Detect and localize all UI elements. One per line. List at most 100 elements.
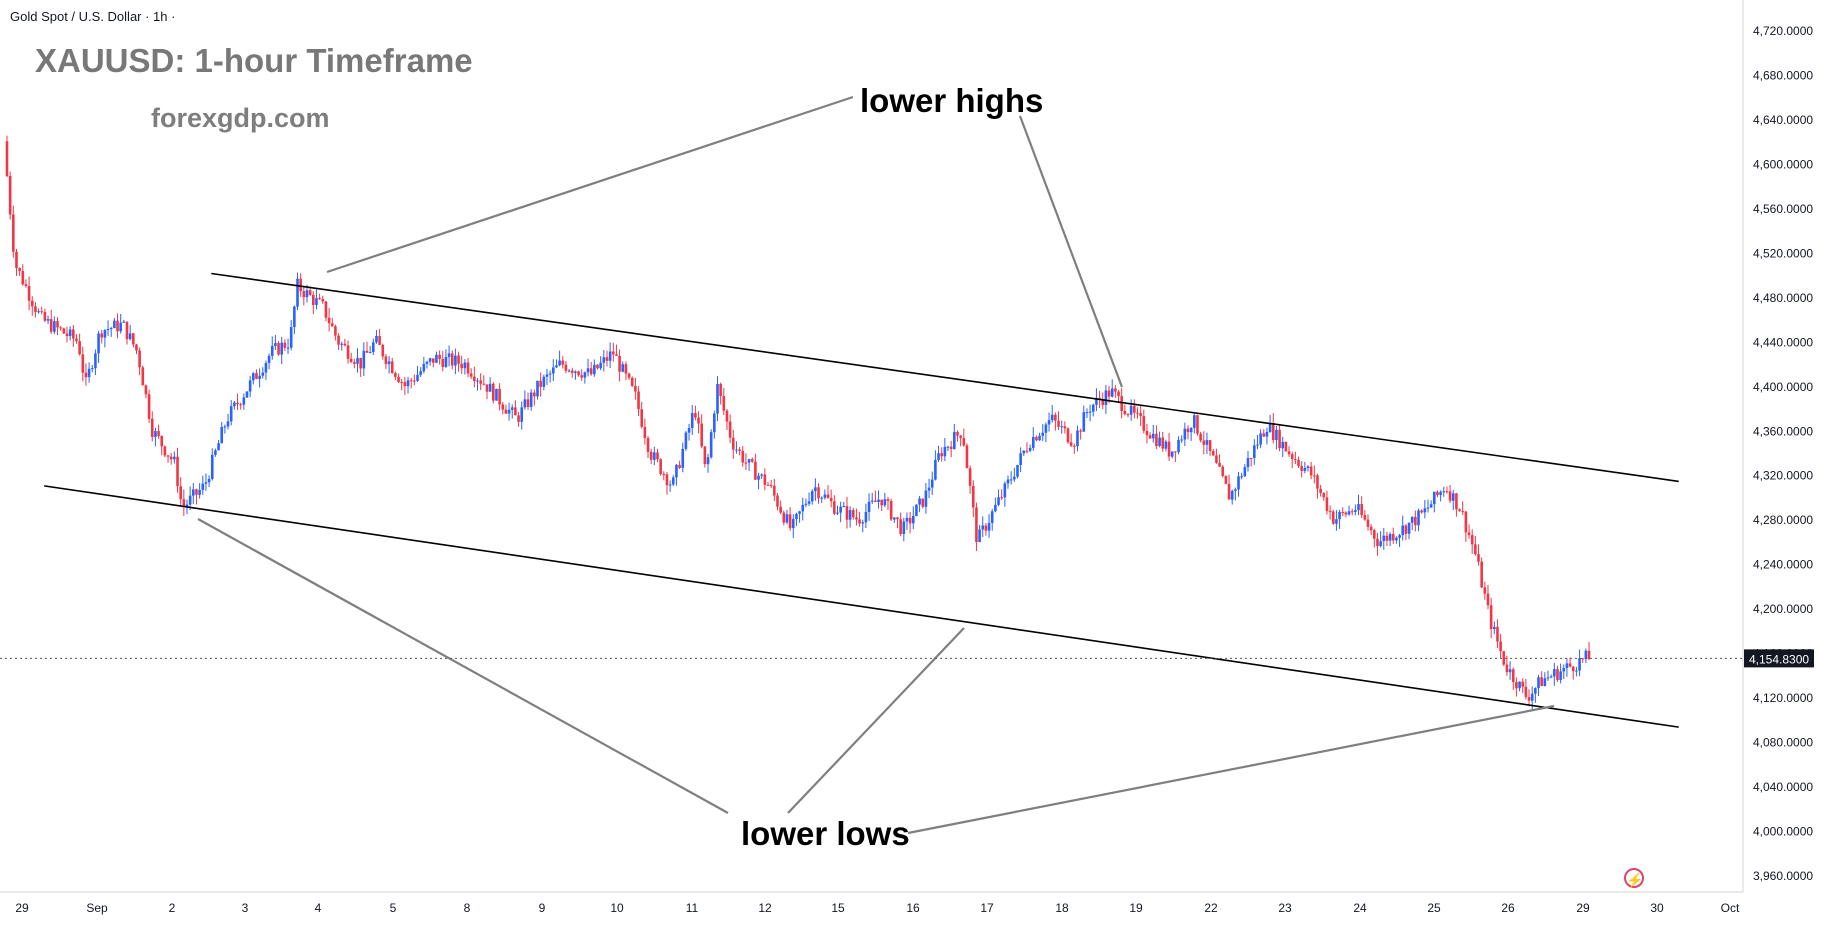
- candle-body: [1256, 444, 1259, 446]
- candle-body: [1350, 511, 1354, 513]
- candle-body: [653, 452, 656, 460]
- candle-body: [1054, 414, 1057, 421]
- candle-body: [1230, 490, 1234, 500]
- candle-body: [716, 383, 719, 414]
- candle-body: [384, 356, 388, 365]
- x-tick-label: 29: [1576, 901, 1590, 915]
- candle-body: [608, 351, 612, 361]
- candle-body: [823, 494, 827, 498]
- candle-body: [1155, 433, 1158, 447]
- x-tick-label: 11: [686, 901, 699, 915]
- candle-body: [555, 365, 558, 368]
- candle-body: [239, 404, 242, 406]
- symbol-header[interactable]: Gold Spot / U.S. Dollar · 1h ·: [10, 9, 176, 24]
- candle-body: [482, 383, 486, 385]
- candle-body: [580, 375, 584, 378]
- candle-body: [738, 449, 741, 451]
- candle-body: [747, 459, 751, 463]
- x-tick-label: Sep: [86, 901, 108, 915]
- candle-body: [261, 372, 265, 376]
- candle-body: [195, 489, 198, 495]
- candle-body: [1556, 669, 1559, 680]
- candle-body: [514, 407, 517, 416]
- candle-body: [934, 459, 937, 480]
- candle-body: [330, 323, 334, 327]
- candle-body: [125, 321, 129, 340]
- candle-body: [49, 319, 53, 332]
- candle-body: [157, 430, 160, 437]
- candle-body: [776, 495, 779, 507]
- candle-body: [1240, 476, 1243, 478]
- candle-body: [1515, 682, 1518, 689]
- candle-body: [1196, 415, 1199, 434]
- lower-lows-arrow-1: [197, 518, 729, 814]
- candle-body: [1013, 476, 1016, 480]
- candle-body: [1091, 404, 1095, 412]
- upper-channel-line[interactable]: [211, 272, 1679, 483]
- candle-body: [1521, 681, 1525, 687]
- candle-body: [1319, 488, 1322, 494]
- x-tick-label: 29: [15, 901, 29, 915]
- chart-title: XAUUSD: 1-hour Timeframe: [35, 42, 473, 79]
- candle-body: [1562, 668, 1566, 672]
- candle-body: [836, 512, 839, 514]
- candle-body: [536, 380, 539, 397]
- candle-body: [1136, 412, 1139, 414]
- candle-body: [1575, 670, 1578, 672]
- candle-body: [766, 484, 770, 486]
- candle-body: [1559, 671, 1562, 680]
- candle-body: [1208, 440, 1212, 451]
- candle-body: [949, 446, 953, 449]
- candle-body: [533, 392, 536, 397]
- candle-body: [1543, 678, 1547, 686]
- x-tick-label: 23: [1278, 901, 1292, 915]
- candle-body: [416, 374, 419, 381]
- candle-body: [1493, 626, 1496, 630]
- candle-body: [1537, 677, 1540, 689]
- candle-body: [668, 484, 672, 486]
- candle-body: [1306, 466, 1310, 469]
- candle-body: [1237, 476, 1240, 490]
- candle-body: [217, 443, 220, 451]
- candle-body: [829, 497, 833, 502]
- candle-body: [236, 402, 239, 405]
- candle-body: [1328, 510, 1332, 512]
- candle-body: [1069, 442, 1073, 446]
- candle-body: [1313, 475, 1316, 477]
- lower-channel-line[interactable]: [44, 485, 1679, 728]
- candle-body: [160, 436, 164, 447]
- candle-body: [908, 517, 912, 524]
- candle-body: [810, 491, 814, 502]
- candle-body: [365, 350, 369, 353]
- candle-body: [109, 327, 113, 329]
- candle-body: [615, 354, 618, 356]
- candle-body: [192, 489, 195, 496]
- candle-body: [1006, 479, 1010, 484]
- y-tick-label: 4,440.0000: [1753, 335, 1813, 349]
- candle-body: [646, 438, 650, 452]
- candle-body: [757, 475, 760, 480]
- candle-body: [122, 321, 126, 323]
- candle-body: [1467, 532, 1471, 536]
- lower-highs-label: lower highs: [860, 82, 1044, 119]
- candle-body: [867, 501, 871, 512]
- candle-body: [905, 517, 909, 522]
- candle-body: [1095, 397, 1098, 405]
- candle-body: [990, 511, 994, 523]
- candle-body: [927, 487, 931, 491]
- candle-body: [937, 453, 940, 460]
- candle-body: [223, 426, 227, 428]
- candle-body: [75, 338, 78, 342]
- candle-body: [826, 494, 830, 498]
- candle-body: [886, 499, 890, 501]
- candle-body: [517, 415, 520, 422]
- candle-body: [1369, 526, 1373, 531]
- candle-body: [460, 363, 464, 369]
- candle-body: [548, 373, 552, 375]
- candle-body: [1420, 510, 1423, 513]
- candle-body: [283, 342, 287, 348]
- lightning-icon[interactable]: ⚡: [1624, 868, 1644, 888]
- candle-body: [593, 364, 596, 375]
- candle-body: [21, 270, 25, 285]
